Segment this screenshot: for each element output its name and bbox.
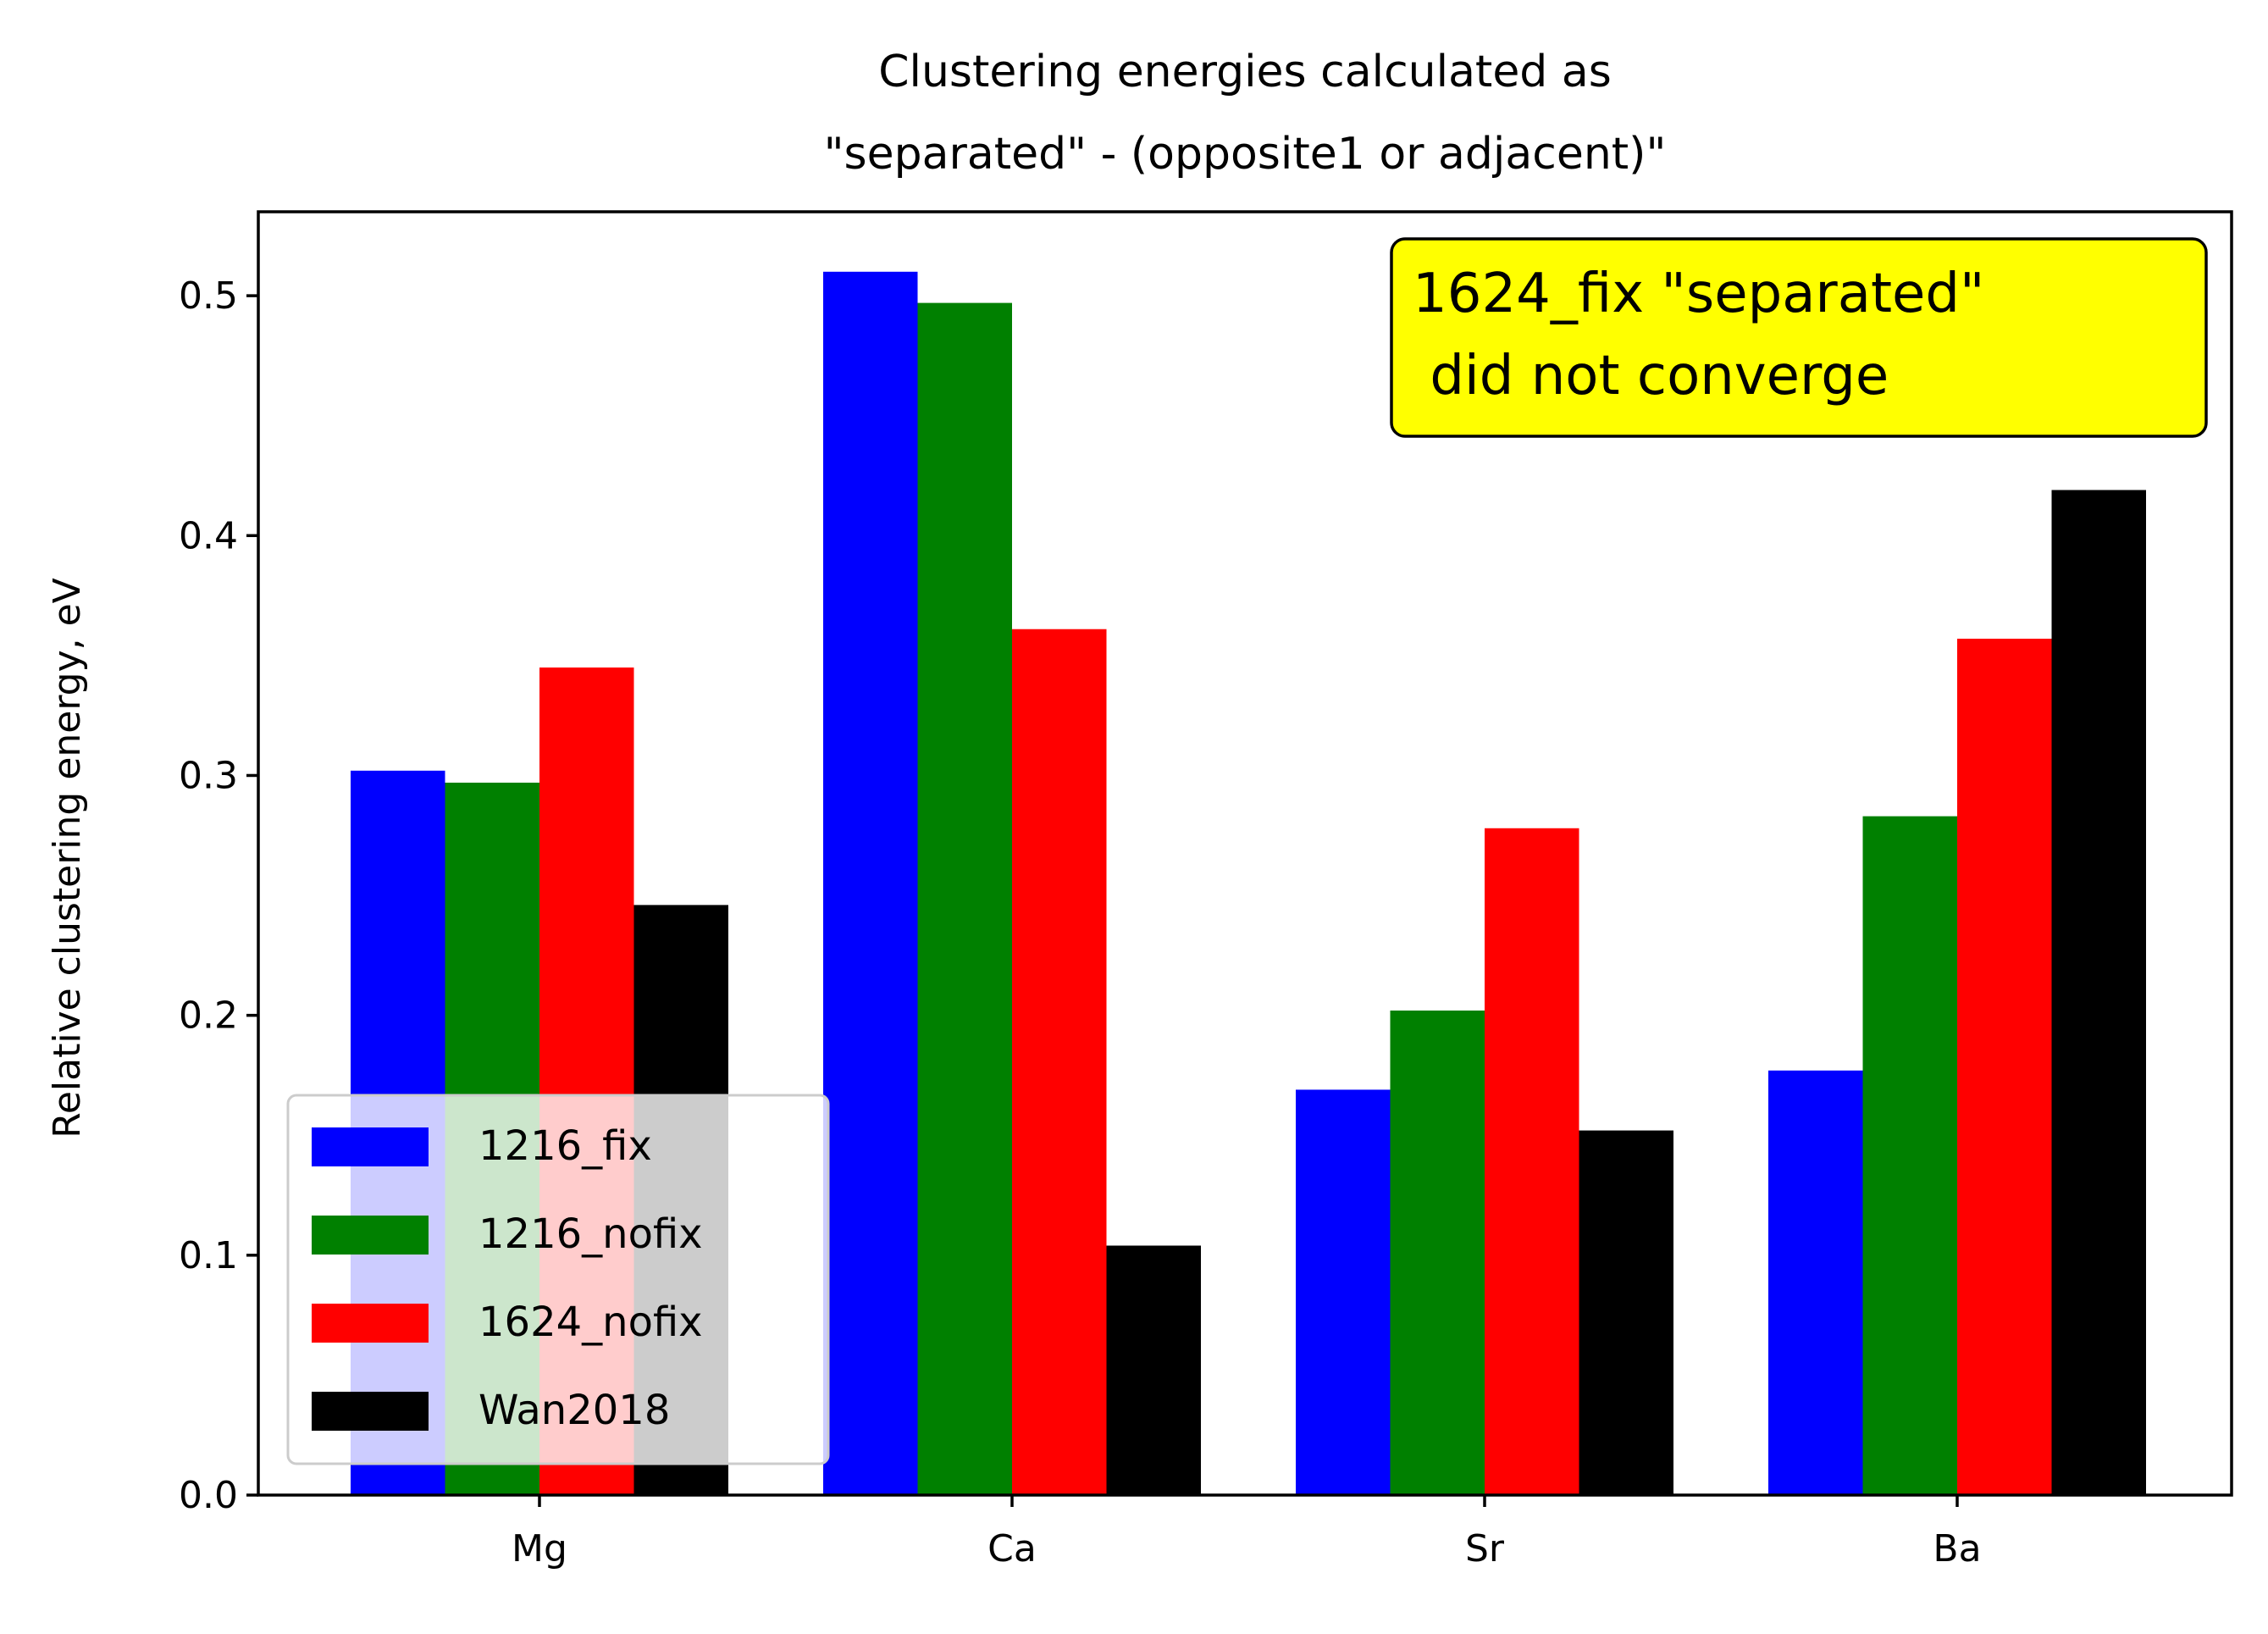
y-axis: 0.0 0.1 0.2 0.3 0.4 0.5 — [179, 274, 258, 1517]
legend-label-Wan2018: Wan2018 — [478, 1387, 670, 1434]
bar-1216_nofix-Sr — [1390, 1010, 1485, 1495]
bar-1624_nofix-Sr — [1485, 828, 1579, 1495]
y-tick-label: 0.0 — [179, 1474, 238, 1517]
legend-swatch-1624_nofix — [312, 1304, 429, 1343]
annotation-box: 1624_fix "separated" did not converge — [1390, 237, 2208, 438]
bar-1624_nofix-Ba — [1957, 639, 2052, 1495]
bar-1624_nofix-Ca — [1012, 629, 1107, 1495]
bar-Wan2018-Sr — [1579, 1130, 1673, 1495]
annotation-text: 1624_fix "separated" did not converge — [1413, 263, 1984, 407]
y-tick-label: 0.4 — [179, 514, 238, 557]
x-axis: Mg Ca Sr Ba — [512, 1495, 1982, 1570]
legend-label-1216_nofix: 1216_nofix — [478, 1210, 703, 1258]
bar-1216_fix-Ba — [1768, 1070, 1863, 1495]
bar-1216_nofix-Ba — [1862, 816, 1957, 1495]
x-tick-label-Mg: Mg — [512, 1527, 567, 1570]
chart-title: Clustering energies calculated as "separa… — [824, 47, 1667, 180]
y-axis-label: Relative clustering energy, eV — [46, 578, 89, 1138]
y-tick-label: 0.5 — [179, 274, 238, 318]
y-tick-label: 0.2 — [179, 994, 238, 1038]
legend: 1216_fix 1216_nofix 1624_nofix Wan2018 — [286, 1094, 830, 1465]
legend-box — [286, 1094, 830, 1465]
x-tick-label-Ba: Ba — [1933, 1527, 1981, 1570]
bar-Wan2018-Ba — [2051, 490, 2146, 1495]
legend-label-1216_fix: 1216_fix — [478, 1122, 652, 1170]
chart-title-line: Clustering energies calculated as — [878, 47, 1612, 97]
x-tick-label-Ca: Ca — [987, 1527, 1037, 1570]
plot-frame — [257, 210, 2233, 1497]
bar-Wan2018-Ca — [1106, 1245, 1201, 1495]
legend-swatch-1216_nofix — [312, 1216, 429, 1255]
bar-1216_fix-Ca — [823, 271, 918, 1495]
legend-label-1624_nofix: 1624_nofix — [478, 1299, 703, 1346]
bar-1216_nofix-Ca — [917, 302, 1012, 1496]
y-tick-label: 0.3 — [179, 754, 238, 797]
legend-swatch-Wan2018 — [312, 1392, 429, 1431]
y-tick-label: 0.1 — [179, 1234, 238, 1277]
bar-1216_fix-Sr — [1296, 1089, 1391, 1495]
annotation-background — [1390, 237, 2208, 438]
chart-title-line: "separated" - (opposite1 or adjacent)" — [824, 129, 1667, 180]
x-tick-label-Sr: Sr — [1465, 1527, 1505, 1570]
legend-swatch-1216_fix — [312, 1127, 429, 1166]
